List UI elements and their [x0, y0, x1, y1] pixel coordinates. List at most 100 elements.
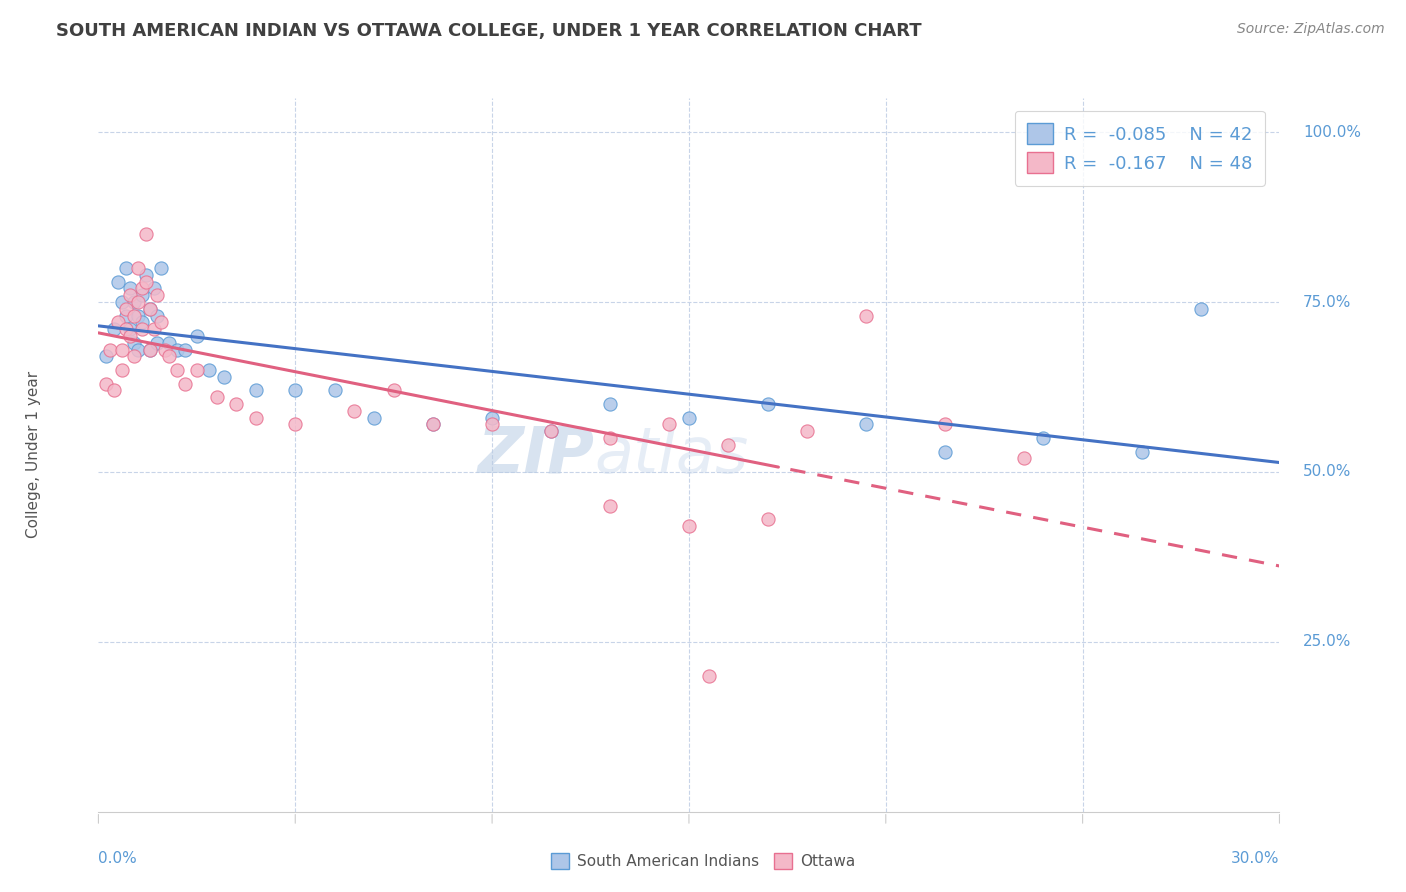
Text: 75.0%: 75.0%: [1303, 294, 1351, 310]
Text: atlas: atlas: [595, 424, 749, 486]
Point: [135, 268, 157, 282]
Text: SOUTH AMERICAN INDIAN VS OTTAWA COLLEGE, UNDER 1 YEAR CORRELATION CHART: SOUTH AMERICAN INDIAN VS OTTAWA COLLEGE,…: [56, 22, 922, 40]
Point: [107, 315, 129, 329]
Point: [174, 376, 197, 391]
Point: [422, 417, 444, 432]
Point: [174, 343, 197, 357]
Point: [122, 295, 145, 310]
Point: [855, 417, 877, 432]
Point: [284, 384, 307, 398]
Point: [382, 384, 405, 398]
Point: [131, 322, 153, 336]
Point: [146, 309, 169, 323]
Point: [107, 275, 129, 289]
Point: [796, 424, 818, 438]
Point: [155, 343, 177, 357]
Point: [135, 275, 157, 289]
Point: [122, 335, 145, 350]
Point: [146, 335, 169, 350]
Point: [103, 384, 125, 398]
Point: [111, 363, 134, 377]
Point: [150, 260, 173, 275]
Point: [131, 281, 153, 295]
Point: [245, 410, 267, 425]
Legend: South American Indians, Ottawa: South American Indians, Ottawa: [544, 847, 862, 875]
Point: [115, 322, 138, 336]
Point: [197, 363, 219, 377]
Text: Source: ZipAtlas.com: Source: ZipAtlas.com: [1237, 22, 1385, 37]
Text: 25.0%: 25.0%: [1303, 634, 1351, 649]
Point: [756, 397, 779, 411]
Point: [1012, 451, 1035, 466]
Legend: R =  -0.085    N = 42, R =  -0.167    N = 48: R = -0.085 N = 42, R = -0.167 N = 48: [1015, 111, 1264, 186]
Point: [111, 343, 134, 357]
Point: [122, 350, 145, 364]
Point: [166, 363, 188, 377]
Point: [678, 410, 700, 425]
Point: [138, 343, 160, 357]
Point: [98, 343, 121, 357]
Point: [96, 376, 118, 391]
Point: [697, 669, 720, 683]
Point: [103, 322, 125, 336]
Point: [245, 384, 267, 398]
Point: [96, 350, 118, 364]
Point: [118, 288, 141, 302]
Point: [115, 260, 138, 275]
Point: [214, 369, 236, 384]
Point: [756, 512, 779, 526]
Point: [127, 343, 149, 357]
Point: [599, 431, 621, 445]
Point: [157, 350, 180, 364]
Point: [540, 424, 562, 438]
Text: 50.0%: 50.0%: [1303, 465, 1351, 479]
Text: College, Under 1 year: College, Under 1 year: [25, 371, 41, 539]
Point: [138, 301, 160, 316]
Text: ZIP: ZIP: [478, 424, 595, 486]
Point: [115, 301, 138, 316]
Point: [138, 301, 160, 316]
Point: [1189, 301, 1212, 316]
Point: [186, 363, 208, 377]
Point: [658, 417, 681, 432]
Text: 100.0%: 100.0%: [1303, 125, 1361, 140]
Point: [142, 281, 165, 295]
Point: [934, 417, 956, 432]
Point: [323, 384, 346, 398]
Point: [115, 309, 138, 323]
Point: [481, 417, 503, 432]
Point: [157, 335, 180, 350]
Point: [343, 403, 366, 417]
Point: [855, 309, 877, 323]
Point: [138, 343, 160, 357]
Point: [111, 295, 134, 310]
Point: [127, 260, 149, 275]
Point: [166, 343, 188, 357]
Point: [142, 322, 165, 336]
Point: [118, 329, 141, 343]
Text: 30.0%: 30.0%: [1232, 851, 1279, 866]
Point: [118, 281, 141, 295]
Point: [284, 417, 307, 432]
Point: [717, 438, 740, 452]
Point: [131, 288, 153, 302]
Point: [122, 309, 145, 323]
Point: [678, 519, 700, 533]
Point: [127, 295, 149, 310]
Point: [131, 315, 153, 329]
Point: [186, 329, 208, 343]
Point: [481, 410, 503, 425]
Point: [934, 444, 956, 458]
Point: [1032, 431, 1054, 445]
Text: 0.0%: 0.0%: [98, 851, 138, 866]
Point: [205, 390, 228, 404]
Point: [118, 322, 141, 336]
Point: [540, 424, 562, 438]
Point: [363, 410, 385, 425]
Point: [1130, 444, 1153, 458]
Point: [146, 288, 169, 302]
Point: [599, 397, 621, 411]
Point: [135, 227, 157, 241]
Point: [150, 315, 173, 329]
Point: [422, 417, 444, 432]
